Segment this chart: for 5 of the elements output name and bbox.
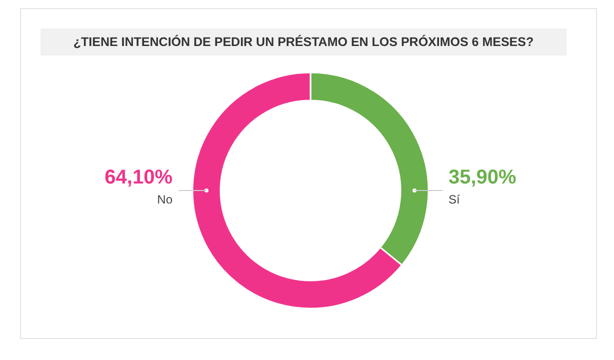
slice-label: Sí xyxy=(448,192,461,206)
slice-label: No xyxy=(157,192,173,206)
chart-title: ¿TIENE INTENCIÓN DE PEDIR UN PRÉSTAMO EN LOS PRÓXIMOS 6 MESES? xyxy=(73,34,534,49)
data-label: 35,90% xyxy=(448,166,517,188)
data-label: 64,10% xyxy=(104,166,173,188)
